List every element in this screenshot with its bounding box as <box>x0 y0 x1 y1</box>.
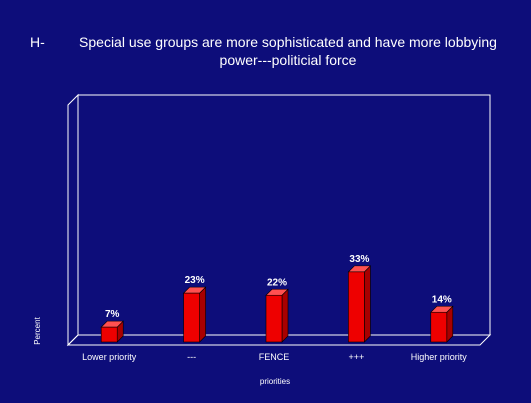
bar-front <box>100 326 118 343</box>
category-label-2: --- <box>187 352 196 362</box>
data-label-2: 23% <box>185 275 205 286</box>
bar-front <box>183 292 200 343</box>
bar-4 <box>347 265 372 343</box>
bar-side <box>281 288 289 343</box>
x-axis-label: priorities <box>260 377 290 386</box>
title-prefix: H- <box>30 34 45 50</box>
data-label-5: 14% <box>432 294 452 305</box>
bar-front <box>265 294 283 343</box>
data-label-4: 33% <box>349 254 369 265</box>
y-axis-label: Percent <box>33 316 42 344</box>
bar-side <box>199 286 206 343</box>
bar-front <box>348 271 365 343</box>
category-label-4: +++ <box>349 352 365 362</box>
bar-front <box>430 311 448 343</box>
bar-2 <box>182 286 207 343</box>
bar-side <box>364 265 371 343</box>
plot-left-wall <box>67 93 79 347</box>
category-label-3: FENCE <box>259 352 290 362</box>
bars-group <box>100 265 454 343</box>
data-label-1: 7% <box>105 309 120 320</box>
data-label-3: 22% <box>267 277 287 288</box>
bar-5 <box>430 305 454 343</box>
labels-group: 7% Lower priority 23% --- 22% FENCE 33% +++ 14% H… <box>82 254 467 362</box>
bar-1 <box>100 320 124 343</box>
category-label-5: Higher priority <box>411 352 468 362</box>
bar-3 <box>265 288 289 343</box>
chart-title: Special use groups are more sophisticate… <box>79 34 497 68</box>
category-label-1: Lower priority <box>82 352 137 362</box>
